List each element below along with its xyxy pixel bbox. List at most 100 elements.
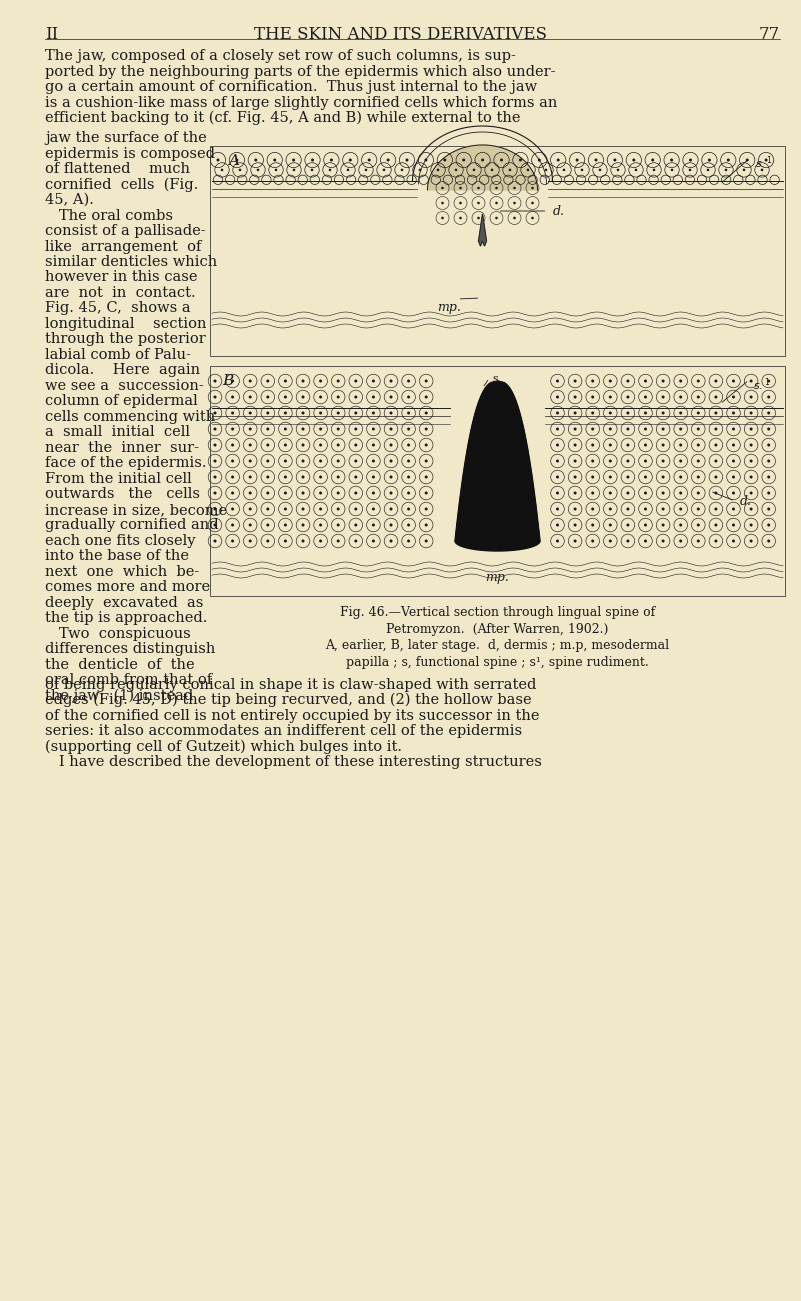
Circle shape	[443, 159, 446, 161]
FancyBboxPatch shape	[210, 146, 785, 356]
Text: column of epidermal: column of epidermal	[45, 394, 198, 409]
Circle shape	[311, 159, 314, 161]
Circle shape	[732, 380, 735, 382]
Text: a  small  initial  cell: a small initial cell	[45, 425, 190, 440]
Circle shape	[372, 540, 375, 543]
Circle shape	[679, 507, 682, 510]
Circle shape	[662, 475, 665, 479]
Text: of flattened    much: of flattened much	[45, 163, 190, 176]
Circle shape	[697, 540, 700, 543]
Circle shape	[697, 396, 700, 398]
Circle shape	[697, 411, 700, 415]
Circle shape	[591, 411, 594, 415]
Circle shape	[336, 523, 340, 527]
Circle shape	[591, 444, 594, 446]
Text: I have described the development of these interesting structures: I have described the development of thes…	[45, 755, 541, 769]
Text: differences distinguish: differences distinguish	[45, 643, 215, 657]
Circle shape	[266, 475, 269, 479]
Circle shape	[679, 444, 682, 446]
Circle shape	[767, 475, 771, 479]
Circle shape	[354, 507, 357, 510]
Text: cornified  cells  (Fig.: cornified cells (Fig.	[45, 177, 199, 191]
Circle shape	[750, 523, 753, 527]
Text: $s.^1$: $s.^1$	[753, 376, 771, 393]
FancyBboxPatch shape	[210, 366, 785, 596]
Circle shape	[574, 540, 577, 543]
Text: From the initial cell: From the initial cell	[45, 472, 191, 487]
Circle shape	[231, 396, 234, 398]
Circle shape	[284, 411, 287, 415]
Circle shape	[531, 217, 533, 220]
Circle shape	[347, 169, 349, 172]
Circle shape	[336, 380, 340, 382]
Text: each one fits closely: each one fits closely	[45, 533, 195, 548]
Circle shape	[407, 475, 410, 479]
Circle shape	[574, 396, 577, 398]
Circle shape	[301, 475, 304, 479]
Circle shape	[407, 444, 410, 446]
Circle shape	[500, 159, 503, 161]
Circle shape	[214, 380, 216, 382]
Circle shape	[459, 202, 462, 204]
Circle shape	[368, 159, 371, 161]
Circle shape	[231, 428, 234, 431]
Circle shape	[372, 444, 375, 446]
Text: increase in size, become: increase in size, become	[45, 503, 227, 516]
Text: papilla ; s, functional spine ; s¹, spine rudiment.: papilla ; s, functional spine ; s¹, spin…	[346, 656, 649, 669]
Circle shape	[266, 444, 269, 446]
Circle shape	[319, 396, 322, 398]
Circle shape	[319, 475, 322, 479]
Circle shape	[389, 459, 392, 462]
Circle shape	[767, 507, 771, 510]
Circle shape	[761, 169, 763, 172]
Circle shape	[477, 217, 480, 220]
Circle shape	[714, 540, 718, 543]
Circle shape	[273, 159, 276, 161]
Circle shape	[266, 540, 269, 543]
Circle shape	[389, 540, 392, 543]
Circle shape	[697, 492, 700, 494]
Circle shape	[284, 492, 287, 494]
Circle shape	[697, 459, 700, 462]
Circle shape	[556, 428, 559, 431]
Circle shape	[662, 459, 665, 462]
Circle shape	[425, 159, 428, 161]
Circle shape	[537, 159, 541, 161]
Circle shape	[609, 444, 612, 446]
Circle shape	[626, 396, 630, 398]
Circle shape	[574, 475, 577, 479]
Circle shape	[266, 411, 269, 415]
Circle shape	[591, 459, 594, 462]
Circle shape	[231, 523, 234, 527]
Circle shape	[336, 459, 340, 462]
Circle shape	[609, 540, 612, 543]
Text: go a certain amount of cornification.  Thus just internal to the jaw: go a certain amount of cornification. Th…	[45, 79, 537, 94]
Circle shape	[679, 523, 682, 527]
Circle shape	[248, 523, 252, 527]
Circle shape	[481, 159, 484, 161]
Circle shape	[319, 540, 322, 543]
Circle shape	[284, 396, 287, 398]
Circle shape	[407, 396, 410, 398]
Circle shape	[231, 380, 234, 382]
Text: into the base of the: into the base of the	[45, 549, 189, 563]
Circle shape	[750, 492, 753, 494]
Circle shape	[354, 540, 357, 543]
Polygon shape	[428, 144, 537, 190]
Circle shape	[714, 523, 718, 527]
Circle shape	[214, 428, 216, 431]
Text: Two  conspicuous: Two conspicuous	[45, 627, 191, 641]
Circle shape	[425, 540, 428, 543]
Text: A: A	[228, 154, 239, 168]
Text: labial comb of Palu-: labial comb of Palu-	[45, 347, 191, 362]
Circle shape	[574, 492, 577, 494]
Circle shape	[372, 428, 375, 431]
Text: epidermis is composed: epidermis is composed	[45, 147, 215, 160]
Circle shape	[750, 428, 753, 431]
Circle shape	[425, 428, 428, 431]
Circle shape	[732, 523, 735, 527]
Circle shape	[301, 459, 304, 462]
Circle shape	[231, 444, 234, 446]
Polygon shape	[455, 541, 540, 552]
Circle shape	[662, 444, 665, 446]
